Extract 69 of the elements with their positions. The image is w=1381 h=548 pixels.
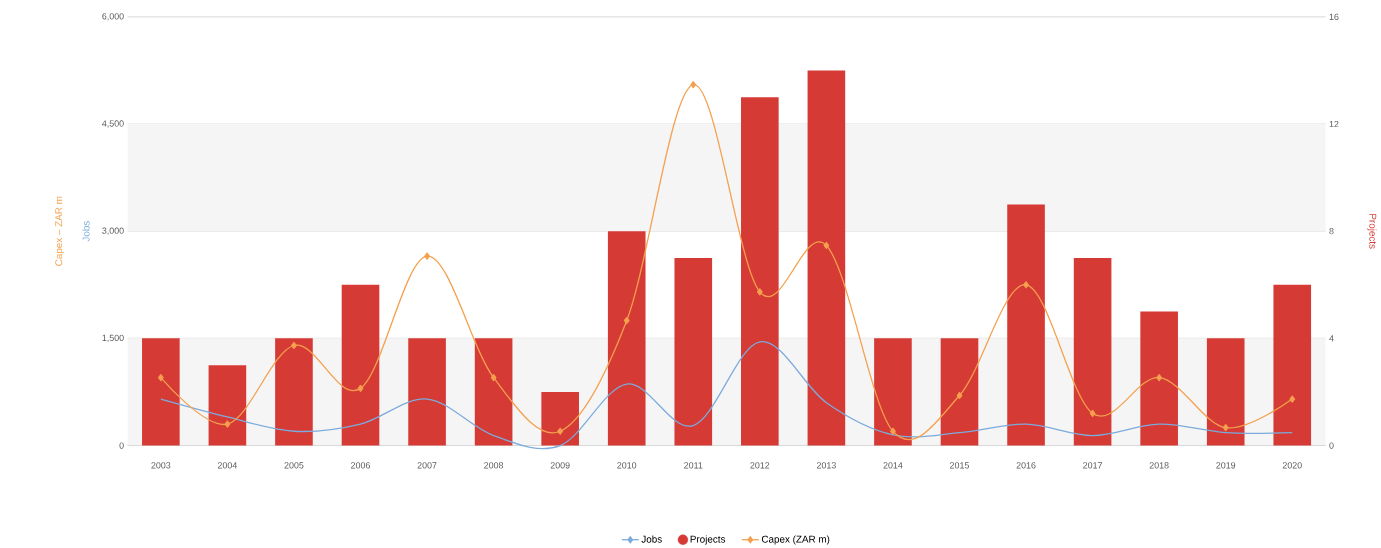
x-tick-label: 2015 <box>950 462 969 469</box>
point <box>224 420 231 428</box>
point <box>424 252 430 260</box>
bar <box>541 391 579 446</box>
x-tick-label: 2005 <box>284 462 304 469</box>
bar <box>607 231 646 446</box>
x-tick-label: 2010 <box>617 462 637 469</box>
bar <box>142 338 180 446</box>
y2-tick-label: 8 <box>1329 228 1334 235</box>
y-axis-title: Capex – ZAR m <box>55 196 65 266</box>
point <box>1222 424 1229 432</box>
point <box>1156 374 1163 382</box>
x-tick-label: 2017 <box>1083 462 1103 469</box>
point <box>490 374 497 382</box>
legend-label: Jobs <box>641 535 662 543</box>
bar <box>807 70 846 446</box>
bar <box>474 338 513 446</box>
x-tick-label: 2020 <box>1282 462 1302 469</box>
bar <box>674 257 713 446</box>
y-tick-label: 0 <box>119 442 124 449</box>
x-tick-label: 2016 <box>1016 462 1036 469</box>
x-tick-label: 2006 <box>351 462 370 469</box>
bar <box>341 284 380 446</box>
bar <box>275 338 313 446</box>
point <box>956 391 963 400</box>
bar <box>940 338 979 446</box>
bar <box>1073 257 1112 446</box>
point <box>157 374 164 382</box>
bar <box>741 97 779 446</box>
point <box>1023 281 1029 289</box>
x-tick-label: 2003 <box>151 462 171 469</box>
x-tick-label: 2011 <box>684 462 703 469</box>
point <box>756 288 763 296</box>
bar <box>1007 204 1045 446</box>
bar <box>1206 338 1245 446</box>
x-tick-label: 2014 <box>883 462 903 469</box>
point <box>1289 395 1296 403</box>
y-tick-label: 4,500 <box>102 120 124 128</box>
y-tick-label: 6,000 <box>102 13 124 21</box>
point <box>823 241 830 250</box>
y-tick-label: 1,500 <box>102 334 124 343</box>
bar <box>1140 311 1178 446</box>
x-tick-label: 2012 <box>750 462 770 469</box>
y-tick-label: 3,000 <box>102 227 124 235</box>
point <box>357 384 364 392</box>
legend-label: Capex (ZAR m) <box>761 535 830 545</box>
y2-tick-label: 0 <box>1329 442 1334 449</box>
x-tick-label: 2013 <box>816 462 836 469</box>
x-tick-label: 2004 <box>217 462 237 469</box>
point <box>690 81 697 89</box>
point <box>1089 409 1096 417</box>
y2-axis-title: Projects <box>1367 214 1377 249</box>
x-tick-label: 2007 <box>417 462 437 469</box>
x-tick-label: 2008 <box>484 462 504 469</box>
point <box>890 427 896 435</box>
bar <box>408 338 446 446</box>
x-tick-label: 2018 <box>1149 462 1169 469</box>
bar <box>208 365 247 446</box>
y2-tick-label: 16 <box>1329 13 1339 20</box>
legend-label: Projects <box>690 535 726 545</box>
bar <box>874 338 912 446</box>
y2-tick-label: 4 <box>1329 335 1334 342</box>
y2-tick-label: 12 <box>1329 120 1339 128</box>
point <box>557 427 564 435</box>
x-tick-label: 2009 <box>550 462 570 469</box>
text: Jobs <box>82 221 90 242</box>
point <box>623 316 630 325</box>
x-tick-label: 2019 <box>1216 462 1236 469</box>
bar <box>1273 284 1312 446</box>
